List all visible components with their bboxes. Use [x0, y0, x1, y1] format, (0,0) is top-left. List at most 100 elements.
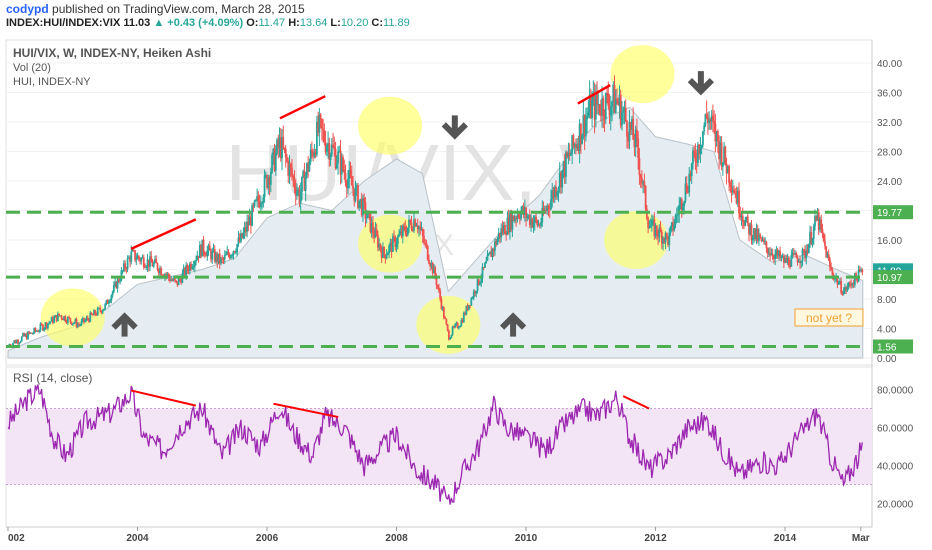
candle-body	[668, 232, 671, 245]
candle-body	[550, 199, 552, 210]
candle-body	[268, 177, 271, 185]
candle-body	[576, 144, 579, 148]
candle-body	[721, 162, 724, 167]
candle-body	[748, 223, 750, 235]
candle-body	[834, 277, 836, 280]
rsi-axis[interactable]: 80.0000 60.0000 40.0000 20.0000	[877, 386, 914, 511]
candle-body	[582, 115, 585, 135]
candle-body	[15, 339, 18, 344]
candle-body	[217, 253, 220, 263]
candle-body	[596, 92, 598, 105]
candle-body	[289, 163, 292, 168]
candle-body	[566, 152, 569, 158]
candle-body	[794, 252, 796, 255]
candle-body	[672, 222, 674, 231]
candle-body	[357, 185, 359, 208]
candle-body	[404, 226, 407, 233]
candle-body	[178, 278, 181, 280]
candle-body	[156, 263, 159, 270]
candle-body	[640, 177, 643, 184]
candle-body	[545, 210, 547, 212]
candle-body	[358, 200, 361, 208]
candle-body	[560, 172, 562, 188]
candle-body	[139, 258, 141, 262]
candle-body	[177, 278, 180, 286]
candle-body	[508, 213, 511, 232]
candle-body	[249, 216, 252, 226]
candle-body	[104, 304, 107, 309]
candle-body	[556, 192, 559, 197]
candle-body	[196, 255, 199, 260]
candle-body	[856, 277, 859, 282]
candle-body	[772, 256, 775, 260]
candle-body	[100, 310, 103, 313]
candle-body	[485, 260, 488, 264]
candle-body	[487, 253, 490, 256]
candle-body	[81, 317, 84, 321]
candle-body	[858, 269, 861, 272]
price-change: +0.43 (+4.09%)	[167, 17, 244, 29]
candle-body	[822, 232, 825, 241]
candle-body	[731, 189, 734, 193]
candle-body	[578, 123, 581, 151]
candle-body	[315, 121, 318, 155]
candle-body	[739, 213, 742, 218]
rsi-trend-lines	[130, 389, 650, 419]
candle-body	[660, 231, 663, 244]
candle-body	[511, 215, 514, 230]
candle-body	[212, 249, 215, 252]
candle-body	[599, 112, 602, 116]
candle-body	[246, 221, 249, 232]
time-tick-label: 2006	[256, 533, 279, 544]
candle-body	[647, 218, 650, 228]
candle-body	[389, 242, 392, 246]
candle-body	[462, 312, 465, 323]
arrow-up-icon	[111, 312, 138, 330]
candle-body	[489, 251, 491, 254]
candle-body	[226, 251, 229, 255]
candle-body	[130, 251, 133, 262]
candle-body	[319, 114, 322, 119]
candle-body	[812, 226, 815, 239]
candle-body	[208, 245, 211, 251]
candle-body	[426, 245, 429, 260]
candle-body	[491, 248, 494, 258]
candle-body	[860, 269, 862, 272]
support-lines	[6, 210, 866, 348]
candle-body	[231, 255, 234, 257]
candle-body	[492, 248, 495, 251]
candle-body	[751, 237, 754, 241]
candle-body	[819, 219, 821, 230]
candle-body	[574, 144, 577, 148]
candle-body	[241, 233, 244, 238]
candle-body	[405, 232, 408, 236]
candle-body	[804, 250, 806, 259]
candle-body	[421, 228, 424, 236]
author-name[interactable]: codypd	[6, 2, 49, 16]
candle-body	[799, 261, 801, 263]
candle-body	[312, 151, 315, 157]
candle-body	[342, 157, 344, 170]
candle-body	[193, 261, 196, 267]
candle-body	[597, 104, 600, 106]
candle-body	[518, 217, 521, 219]
candle-body	[362, 198, 364, 216]
time-axis[interactable]: 002 2004 2006 2008 2010 2012 2014 Mar	[7, 527, 870, 544]
candle-body	[17, 339, 19, 344]
candle-body	[259, 203, 262, 207]
candle-body	[410, 222, 413, 229]
candle-body	[232, 251, 235, 256]
candle-body	[764, 241, 767, 243]
candle-body	[711, 115, 714, 121]
candle-body	[769, 253, 772, 256]
candle-body	[561, 170, 564, 188]
symbol-quote-line: INDEX:HUI/INDEX:VIX 11.03 ▲ +0.43 (+4.09…	[6, 17, 410, 29]
candle-body	[151, 262, 154, 267]
candle-body	[695, 161, 698, 163]
candle-body	[670, 222, 673, 227]
candle-body	[740, 215, 743, 218]
candle-body	[8, 344, 11, 346]
candle-body	[416, 225, 419, 230]
candle-body	[604, 93, 607, 120]
